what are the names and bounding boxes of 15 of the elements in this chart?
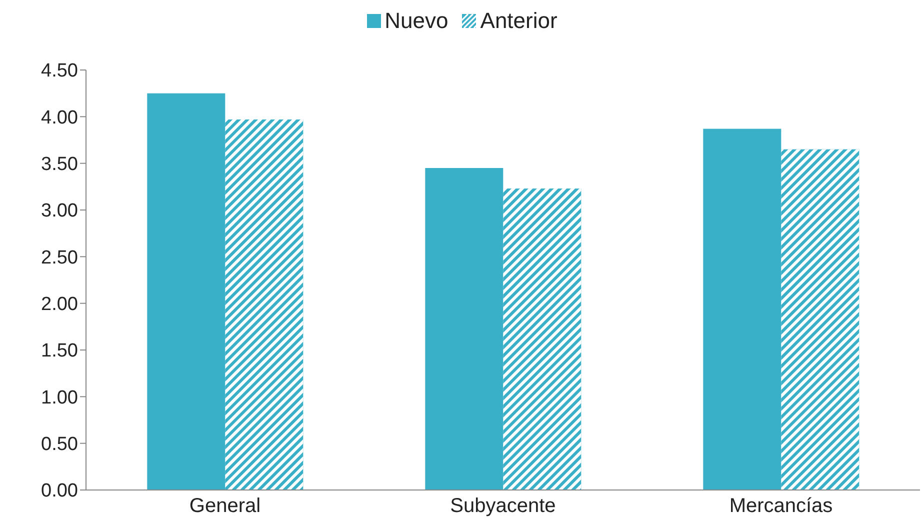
y-tick-label: 0.00 bbox=[41, 480, 78, 502]
x-tick-label: Mercancías bbox=[729, 495, 833, 518]
legend-label: Nuevo bbox=[384, 8, 448, 34]
y-tick-label: 3.50 bbox=[41, 154, 78, 176]
y-tick-label: 2.00 bbox=[41, 294, 78, 316]
y-tick-label: 1.50 bbox=[41, 340, 78, 362]
y-tick-label: 4.50 bbox=[41, 60, 78, 82]
y-tick-label: 0.50 bbox=[41, 434, 78, 456]
y-tick-label: 2.50 bbox=[41, 247, 78, 268]
x-tick-label: General bbox=[189, 495, 261, 518]
legend-label: Anterior bbox=[479, 8, 558, 34]
y-tick-label: 1.00 bbox=[41, 387, 78, 408]
y-tick-label: 3.00 bbox=[41, 200, 78, 222]
y-tick-label: 4.00 bbox=[41, 107, 78, 128]
x-tick-label: Subyacente bbox=[450, 495, 556, 518]
